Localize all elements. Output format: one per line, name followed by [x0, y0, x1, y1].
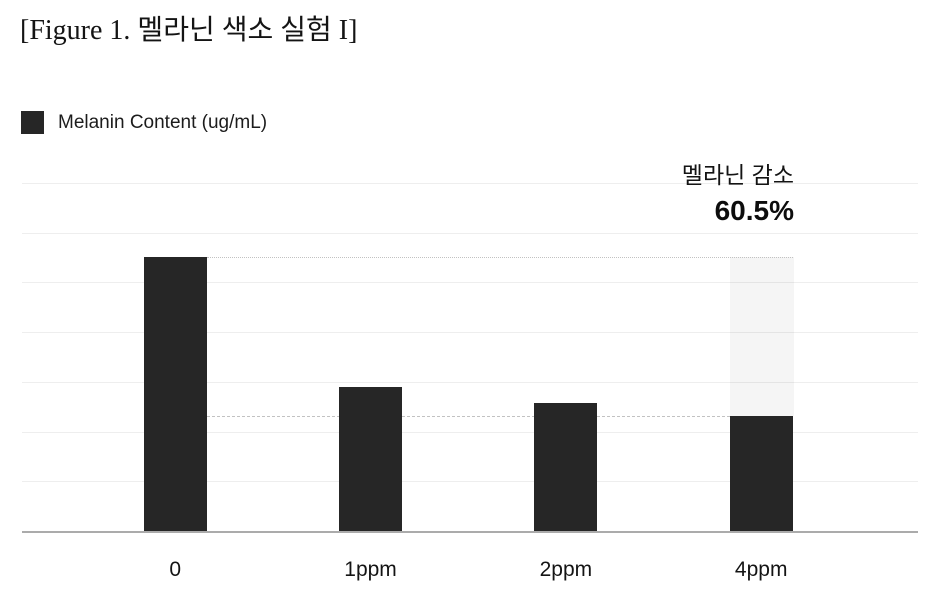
x-axis-labels: 0 1ppm 2ppm 4ppm: [22, 552, 918, 596]
gridline: [22, 183, 918, 184]
reduction-annotation-label: 멜라닌 감소: [681, 162, 794, 188]
x-axis-label-4ppm: 4ppm: [734, 558, 788, 581]
bar-2ppm: [534, 403, 598, 531]
bar-chart-plot-area: [22, 183, 918, 533]
reduction-annotation: 멜라닌 감소 60.5%: [682, 161, 794, 228]
reference-line-dotted: [207, 256, 793, 258]
bar-0: [143, 256, 207, 531]
gridline: [22, 481, 918, 483]
gridline: [22, 381, 918, 383]
legend-swatch-icon: [21, 111, 44, 134]
x-axis-label-1ppm: 1ppm: [344, 558, 397, 581]
reference-line-dashed: [207, 415, 730, 417]
reduction-annotation-value: 60.5%: [714, 194, 794, 226]
legend: Melanin Content (ug/mL): [21, 111, 267, 134]
bar-1ppm: [339, 387, 403, 531]
x-axis-label-0: 0: [169, 558, 182, 581]
reduction-ghost-bar: [729, 257, 794, 416]
gridline: [22, 431, 918, 433]
legend-label: Melanin Content (ug/mL): [58, 111, 268, 133]
gridline: [22, 282, 918, 284]
gridline: [22, 332, 918, 334]
gridline: [22, 232, 918, 234]
x-axis-label-2ppm: 2ppm: [539, 558, 593, 581]
figure-title: [Figure 1. 멜라닌 색소 실험 I]: [20, 15, 358, 46]
bar-4ppm: [729, 415, 793, 531]
